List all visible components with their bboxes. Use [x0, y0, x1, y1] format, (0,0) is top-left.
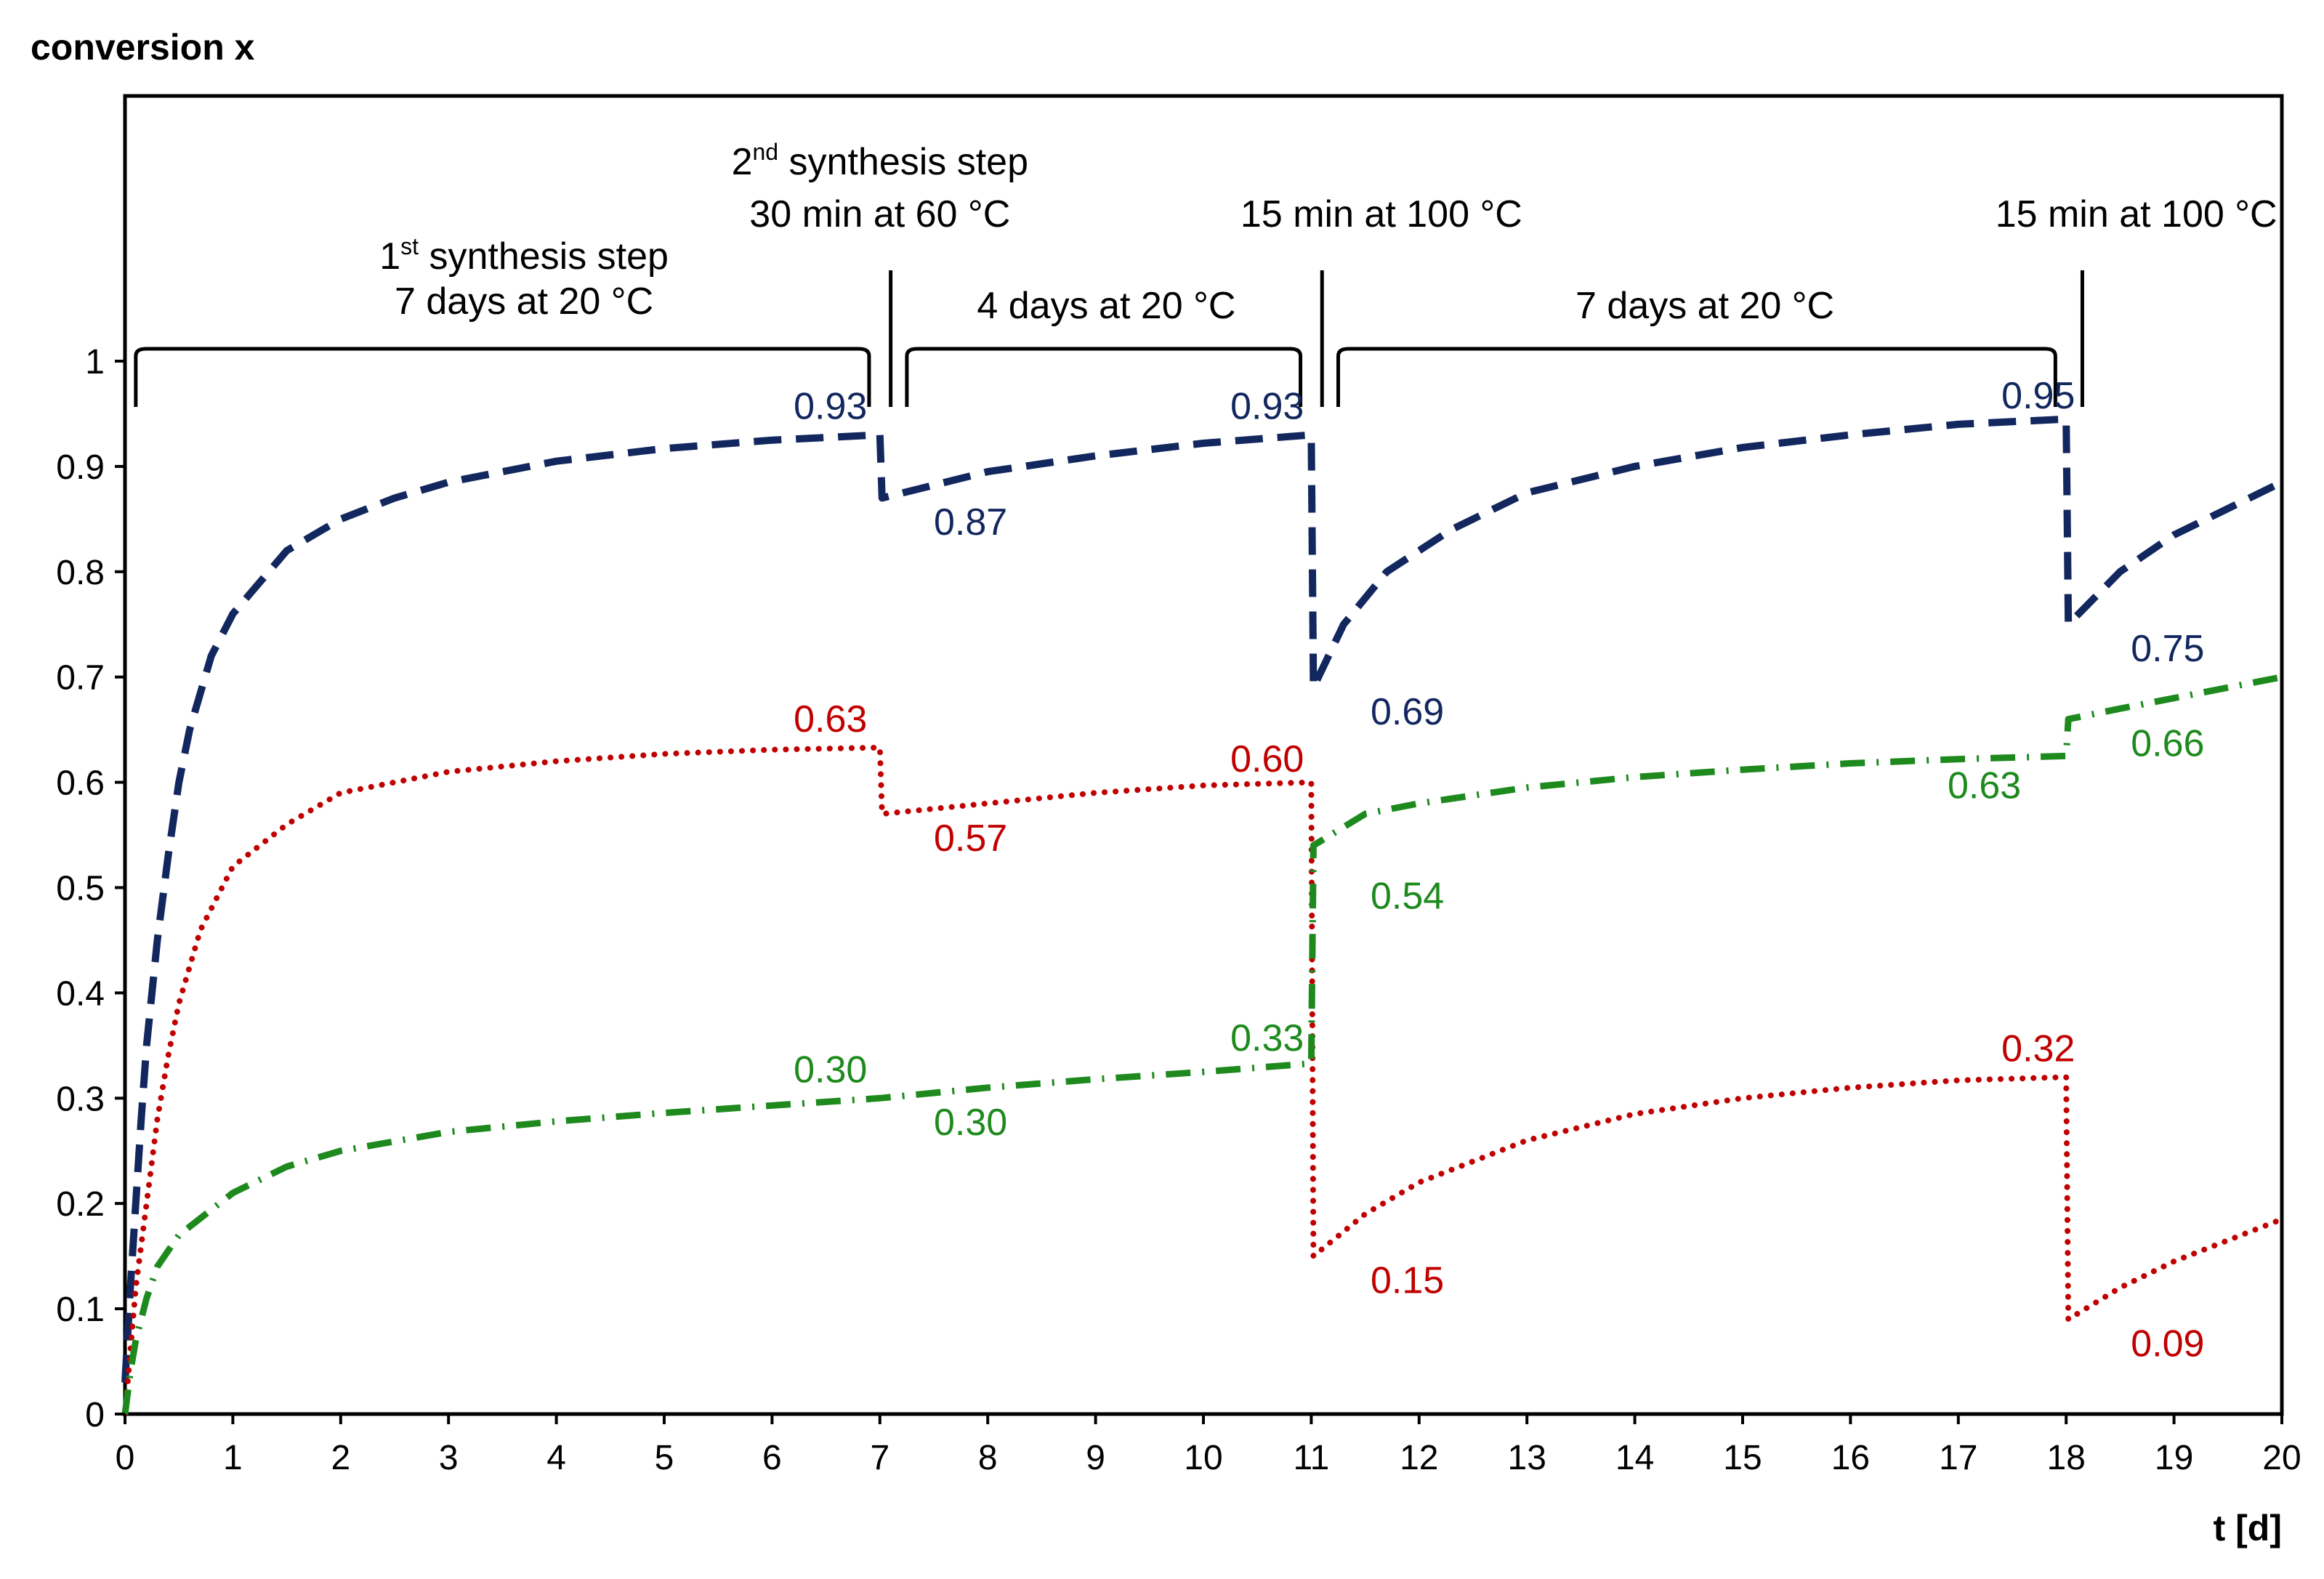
annotation-title: 2nd synthesis step	[732, 139, 1028, 183]
phase-bracket	[905, 347, 1303, 407]
y-tick-label: 0.4	[56, 974, 105, 1013]
data-label: 0.32	[2001, 1028, 2075, 1070]
data-label: 0.33	[1230, 1017, 1304, 1059]
y-tick-label: 0.3	[56, 1080, 105, 1118]
x-tick-label: 16	[1831, 1439, 1870, 1477]
x-tick-label: 3	[439, 1439, 459, 1477]
data-label: 0.95	[2001, 375, 2075, 417]
data-label: 0.69	[1371, 691, 1444, 733]
annotation-label: 15 min at 100 °C	[1996, 193, 2277, 235]
x-tick-label: 9	[1086, 1439, 1105, 1477]
x-tick-label: 15	[1723, 1439, 1762, 1477]
data-label: 0.60	[1230, 738, 1304, 780]
x-tick-label: 2	[331, 1439, 350, 1477]
x-tick-label: 4	[546, 1439, 566, 1477]
y-tick-label: 0.7	[56, 659, 105, 698]
x-tick-label: 20	[2262, 1439, 2301, 1477]
annotation-title: 1st synthesis step	[379, 233, 669, 278]
series-line-red-dotted	[122, 744, 2285, 1417]
y-axis-title: conversion x	[31, 27, 255, 68]
x-tick-label: 7	[870, 1439, 889, 1477]
data-label: 0.63	[1948, 764, 2021, 807]
annotation-label: 4 days at 20 °C	[977, 285, 1235, 327]
data-label: 0.75	[2131, 628, 2204, 670]
x-tick-label: 10	[1184, 1439, 1222, 1477]
x-tick-label: 8	[978, 1439, 998, 1477]
x-tick-label: 0	[116, 1439, 135, 1477]
series-line-blue-dashed	[121, 415, 2284, 1383]
data-label: 0.66	[2131, 722, 2204, 764]
x-tick-label: 14	[1615, 1439, 1654, 1477]
y-tick-label: 0.8	[56, 554, 105, 592]
y-tick-label: 1	[85, 343, 105, 381]
x-tick-label: 17	[1939, 1439, 1977, 1477]
data-label: 0.09	[2131, 1322, 2204, 1365]
data-label: 0.57	[934, 817, 1007, 860]
data-label: 0.93	[1230, 386, 1304, 428]
data-label: 0.87	[934, 501, 1007, 544]
annotation-subtitle: 7 days at 20 °C	[395, 280, 653, 323]
x-tick-label: 1	[223, 1439, 243, 1477]
data-label: 0.30	[934, 1102, 1007, 1144]
y-tick-label: 0.2	[56, 1185, 105, 1224]
annotation-subtitle: 30 min at 60 °C	[749, 193, 1010, 235]
y-tick-label: 0.6	[56, 764, 105, 803]
x-tick-label: 11	[1293, 1439, 1329, 1477]
x-axis-title: t [d]	[2214, 1508, 2282, 1548]
data-label: 0.63	[794, 698, 867, 740]
data-label: 0.30	[794, 1049, 867, 1091]
x-tick-label: 13	[1508, 1439, 1546, 1477]
x-tick-label: 19	[2155, 1439, 2193, 1477]
data-label: 0.93	[794, 386, 867, 428]
x-tick-label: 5	[655, 1439, 674, 1477]
y-tick-label: 0.9	[56, 448, 105, 487]
x-tick-label: 12	[1400, 1439, 1438, 1477]
data-label: 0.54	[1371, 875, 1444, 917]
x-tick-label: 18	[2047, 1439, 2086, 1477]
phase-bracket	[1336, 347, 2057, 407]
x-tick-label: 6	[762, 1439, 782, 1477]
phase-bracket	[134, 347, 871, 407]
annotation-label: 15 min at 100 °C	[1240, 193, 1522, 235]
annotation-label: 7 days at 20 °C	[1575, 285, 1834, 327]
y-tick-label: 0.1	[56, 1291, 105, 1329]
data-label: 0.15	[1371, 1259, 1444, 1301]
series-line-green-dashdot	[121, 674, 2283, 1415]
y-tick-label: 0.5	[56, 870, 105, 908]
y-tick-label: 0	[85, 1396, 105, 1434]
